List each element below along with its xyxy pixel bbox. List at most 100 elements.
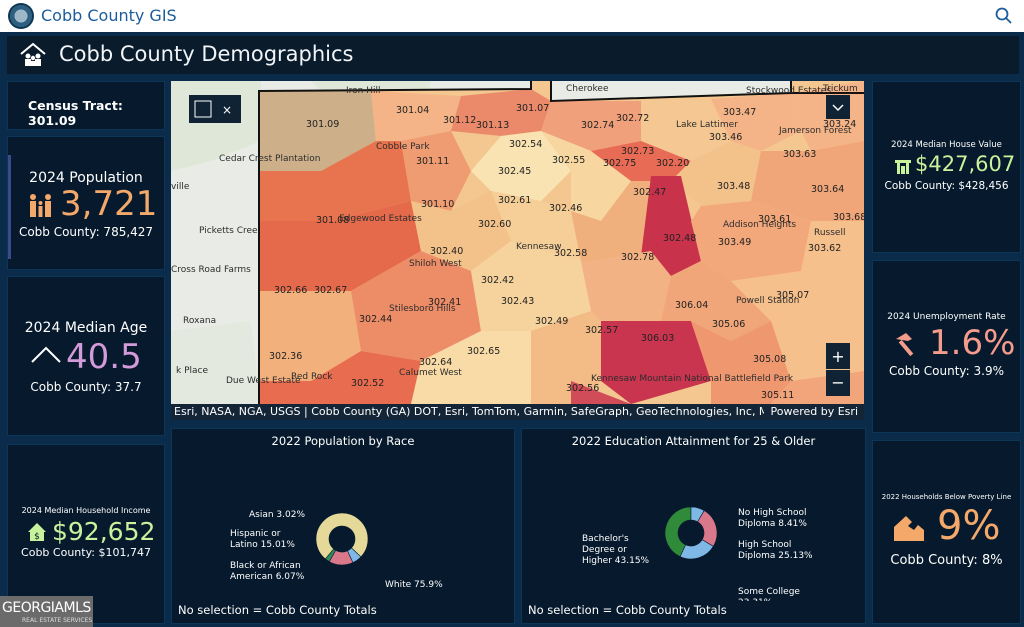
map-place-label: Shiloh West [409,259,462,269]
map-place-label: k Place [176,366,208,376]
household-income-label: 2024 Median Household Income [21,506,151,515]
education-chart-title: 2022 Education Attainment for 25 & Older [571,434,816,448]
edu-legend-nohs: No High School [738,508,807,518]
select-tool-icon[interactable] [194,100,212,118]
map-label-tract: 301.04 [396,105,429,116]
poverty-card: 2022 Households Below Poverty Line 9% Co… [872,440,1021,624]
race-legend-white: White 75.9% [385,580,443,590]
map-place-label: Cross Road Farms [171,265,251,275]
map-label-tract: 302.54 [509,139,542,150]
tract-map[interactable]: 301.04 301.07 302.74 302.72 303.47 303.2… [171,81,864,420]
race-chart-panel: 2022 Population by Race Asian 3.02% Hisp… [171,428,515,624]
map-place-label: Cedar Crest Plantation [219,154,320,164]
map-label-tract: 302.55 [552,155,585,166]
zoom-in-button[interactable] [826,343,850,369]
map-label-tract: 301.08 [316,215,349,226]
map-place-label: Iron Hill [346,86,381,96]
georgia-mls-watermark: GEORGIAMLS REAL ESTATE SERVICES [0,596,93,627]
map-label-tract: 302.61 [498,195,531,206]
edu-legend-nohs-2: Diploma 8.41% [738,519,807,529]
edu-legend-college-2: 23.31% [738,598,773,601]
map-label-tract: 303.68 [833,212,864,223]
house-value-county: Cobb County: $428,456 [884,180,1009,192]
choropleth-map[interactable]: 301.04 301.07 302.74 302.72 303.47 303.2… [171,81,864,420]
map-label-tract: 303.62 [808,243,841,254]
map-label-tract: 306.03 [641,333,674,344]
app-title[interactable]: Cobb County GIS [41,6,177,25]
race-slice-white[interactable] [315,512,369,560]
map-label-tract: 302.52 [351,378,384,389]
tract-301-09[interactable] [259,91,376,171]
map-label-tract: 302.44 [359,314,392,325]
edu-slice-bachelors[interactable] [664,506,692,558]
edu-legend-college: Some College [738,587,800,597]
map-place-label: Trickum [822,84,858,94]
map-label-tract: 302.42 [481,275,514,286]
edu-slice-no-hs[interactable] [690,506,705,523]
map-place-label: Kennesaw [516,242,562,252]
map-place-label: Due West Estate [226,376,301,386]
map-label-tract: 303.63 [783,149,816,160]
map-label-tract: 303.46 [709,132,742,143]
zoom-controls: + − [826,343,850,396]
search-icon[interactable] [994,6,1014,26]
map-label-tract: 302.66 [274,285,307,296]
map-label-tract: 302.73 [621,146,654,157]
population-label: 2024 Population [29,170,143,186]
household-income-county: Cobb County: $101,747 [21,546,151,559]
tract-302-48[interactable] [641,176,701,276]
map-label-tract: 302.56 [566,383,599,394]
zoom-out-button[interactable] [826,370,850,396]
map-label-tract: 302.58 [554,248,587,259]
median-age-card: 2024 Median Age 40.5 Cobb County: 37.7 [7,276,165,436]
median-age-county: Cobb County: 37.7 [30,380,142,394]
map-label-tract: 302.45 [498,166,531,177]
map-label-tract: 301.07 [516,103,549,114]
house-value-label: 2024 Median House Value [891,140,1002,150]
map-label-tract: 301.11 [416,156,449,167]
median-age-label: 2024 Median Age [24,320,148,336]
home-group-icon [20,42,46,66]
map-label-tract: 302.65 [467,346,500,357]
map-place-label: Red Rock [291,372,333,382]
broken-house-icon [894,516,924,541]
map-attribution[interactable]: Esri, NASA, NGA, USGS | Cobb County (GA)… [174,405,764,418]
map-place-label: Cobble Park [376,142,430,152]
close-icon[interactable]: × [222,103,232,117]
map-label-tract: 303.49 [718,237,751,248]
race-donut-chart[interactable]: Asian 3.02% Hispanic or Latino 15.01% Bl… [172,451,514,601]
map-place-label: Stilesboro Hills [389,304,456,314]
race-chart-title: 2022 Population by Race [271,434,415,448]
edu-legend-bach-3: Higher 43.15% [582,556,650,566]
house-value-card: 2024 Median House Value $427,607 Cobb Co… [872,81,1021,253]
map-label-tract: 302.20 [656,158,689,169]
edu-slice-some-college[interactable] [679,539,714,560]
svg-text:$: $ [34,532,40,542]
map-label-tract: 302.48 [663,233,696,244]
map-label-tract: 303.48 [717,181,750,192]
map-label-tract: 303.47 [723,107,756,118]
tract-306-03[interactable] [601,321,711,404]
map-place-label: Roxana [183,316,216,326]
race-legend-hispanic: Hispanic or [230,529,281,539]
edu-legend-bach: Bachelor's [582,534,629,544]
unemployment-card: 2024 Unemployment Rate 1.6% Cobb County:… [872,260,1021,433]
layer-toggle-button[interactable] [826,95,850,119]
watermark-subtext: REAL ESTATE SERVICES [22,617,93,624]
education-donut-chart[interactable]: No High School Diploma 8.41% High School… [522,451,865,601]
map-place-label: Cherokee [566,84,609,94]
powered-by-esri[interactable]: Powered by Esri [770,405,858,418]
map-label-tract: 302.46 [549,203,582,214]
race-slice-hispanic[interactable] [328,549,354,566]
map-place-label: Russell [814,228,845,238]
house-dollar-icon: $ [28,523,46,542]
map-label-tract: 301.13 [476,120,509,131]
dashboard-header: Cobb County Demographics [7,36,1019,74]
map-label-tract: 302.64 [419,357,452,368]
hammer-icon [896,333,914,357]
selection-indicator [8,155,11,259]
house-value-value: $427,607 [915,152,1016,176]
race-slice-black[interactable] [347,547,362,563]
edu-slice-hs[interactable] [697,510,718,547]
median-age-value: 40.5 [66,337,142,377]
